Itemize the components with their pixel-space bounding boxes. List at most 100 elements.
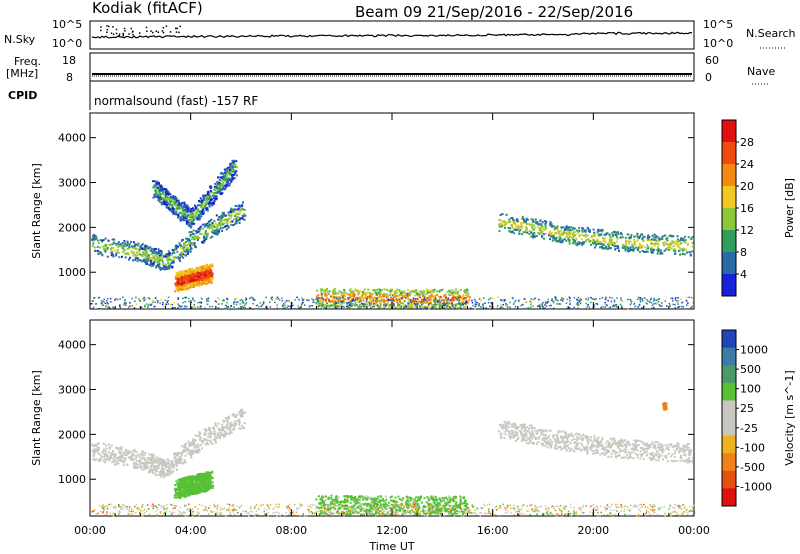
scatter-cell [207,202,210,205]
scatter-cell [412,289,415,292]
scatter-cell [189,284,191,287]
scatter-cell [328,290,331,293]
scatter-cell [226,168,229,171]
clutter-cell [434,303,436,305]
clutter-cell [325,306,328,309]
scatter-cell [231,159,234,162]
scatter-cell [549,238,551,241]
scatter-cell [402,304,405,307]
scatter-cell [205,264,208,267]
scatter-cell [92,451,95,454]
scatter-cell [218,222,221,225]
clutter-cell [165,303,167,306]
scatter-cell [215,436,218,439]
scatter-cell [164,265,167,268]
scatter-cell [223,175,226,178]
clutter-cell [403,300,406,303]
clutter-cell [238,307,240,309]
scatter-cell [415,303,418,305]
scatter-cell [153,261,156,264]
scatter-cell [662,235,665,238]
scatter-cell [244,411,246,414]
scatter-cell [213,229,216,232]
scatter-cell [146,255,149,258]
scatter-cell [556,228,559,231]
scatter-cell [530,218,533,221]
scatter-cell [627,247,630,250]
scatter-cell [620,231,622,234]
scatter-cell [430,292,433,295]
scatter-cell [115,453,117,456]
scatter-cell [666,247,669,249]
nsearch-point [155,30,158,32]
scatter-cell [141,243,144,246]
clutter-cell [387,300,390,302]
scatter-cell [467,292,470,295]
clutter-cell [140,306,143,308]
scatter-cell [578,226,580,229]
scatter-cell [240,414,243,417]
scatter-cell [344,295,346,298]
scatter-cell [152,263,155,266]
scatter-cell [368,292,371,294]
clutter-cell [491,305,493,308]
scatter-cell [180,245,183,248]
clutter-cell [410,301,412,304]
scatter-cell [137,248,140,251]
scatter-cell [225,179,228,182]
clutter-cell [482,307,485,309]
scatter-cell [655,235,658,238]
scatter-cell [233,218,235,221]
scatter-cell [160,258,163,261]
scatter-cell [615,235,618,238]
scatter-cell [659,249,662,252]
scatter-cell [539,229,542,232]
scatter-cell [182,278,185,281]
scatter-cell [379,296,382,299]
scatter-cell [197,268,199,271]
scatter-cell [666,243,669,246]
scatter-cell [179,282,182,285]
clutter-cell [655,302,657,304]
scatter-cell [596,231,599,234]
scatter-cell [212,230,215,232]
scatter-cell [140,465,142,468]
scatter-cell [191,442,194,445]
scatter-cell [222,185,225,188]
scatter-cell [613,244,616,247]
clutter-cell [352,299,354,301]
clutter-cell [100,304,103,306]
scatter-cell [375,300,378,303]
scatter-cell [423,299,426,302]
clutter-cell [166,301,168,303]
scatter-cell [188,445,191,448]
clutter-cell [98,308,100,310]
scatter-cell [112,254,115,256]
scatter-cell [235,217,238,220]
scatter-cell [459,289,462,291]
scatter-cell [507,221,510,224]
clutter-cell [282,304,284,307]
clutter-cell [159,302,161,304]
clutter-cell [474,303,477,305]
scatter-cell [124,256,127,259]
scatter-cell [117,462,120,465]
clutter-cell [568,306,571,309]
nave-tick-top: 60 [705,54,719,67]
scatter-cell [379,301,381,304]
scatter-cell [411,289,414,292]
scatter-cell [657,250,660,253]
scatter-cell [513,232,516,235]
clutter-cell [544,303,547,305]
clutter-cell [471,302,474,304]
scatter-cell [417,294,420,297]
scatter-cell [222,213,225,216]
clutter-cell [428,303,430,305]
scatter-cell [175,452,178,455]
scatter-cell [188,219,191,222]
scatter-cell [395,299,398,302]
scatter-cell [218,189,221,192]
nsearch-point [152,31,154,34]
clutter-cell [677,306,680,308]
